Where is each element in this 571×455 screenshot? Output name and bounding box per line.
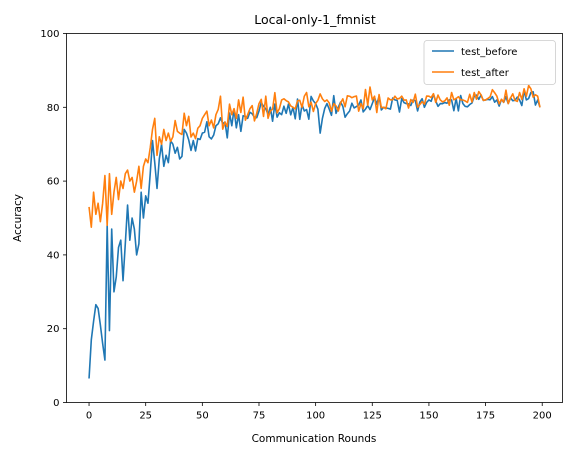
y-tick-label: 100 [40, 29, 59, 40]
series-line-test-before [88, 89, 541, 379]
legend-label-test-before: test_before [461, 47, 517, 58]
x-tick-label: 150 [419, 411, 438, 422]
x-tick-label: 75 [253, 411, 266, 422]
series-line-test-after [88, 84, 541, 229]
y-tick-label: 20 [47, 324, 60, 335]
y-tick-label: 40 [47, 250, 60, 261]
x-axis-label: Communication Rounds [252, 433, 377, 445]
x-tick-label: 175 [476, 411, 495, 422]
x-tick-label: 50 [196, 411, 209, 422]
series-layer [88, 84, 541, 379]
y-tick-label: 0 [53, 398, 59, 409]
legend-box [423, 40, 556, 85]
legend-label-test-after: test_after [461, 68, 510, 79]
legend: test_before test_after [423, 40, 556, 85]
chart-title: Local-only-1_fmnist [254, 12, 376, 27]
x-tick-label: 200 [533, 411, 552, 422]
x-axis-ticks: 0 25 50 75 100 125 150 175 200 [86, 402, 552, 422]
plot-area [66, 33, 563, 403]
x-tick-label: 125 [363, 411, 382, 422]
plot-frame [66, 33, 563, 403]
y-tick-label: 60 [47, 177, 60, 188]
x-tick-label: 0 [86, 411, 92, 422]
y-axis-ticks: 0 20 40 60 80 100 [40, 29, 67, 409]
x-tick-label: 25 [139, 411, 152, 422]
y-axis-label: Accuracy [12, 194, 24, 242]
x-tick-label: 100 [306, 411, 325, 422]
y-tick-label: 80 [47, 103, 60, 114]
